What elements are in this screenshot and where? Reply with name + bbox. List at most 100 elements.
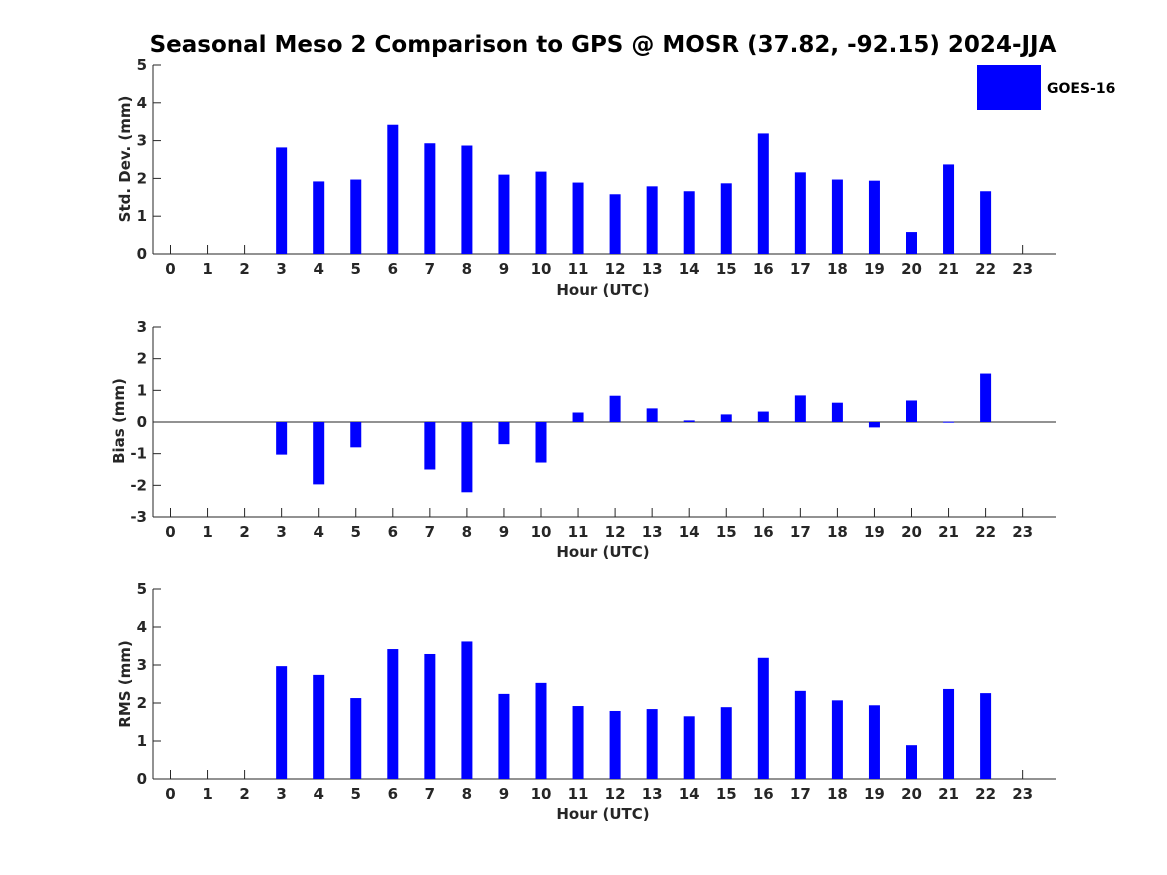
y-tick-label: -2 [130, 476, 147, 494]
x-tick-label: 17 [790, 785, 811, 803]
x-tick-label: 17 [790, 260, 811, 278]
x-tick-label: 23 [1012, 785, 1033, 803]
bar-hour-9 [498, 174, 510, 254]
x-tick-label: 21 [938, 523, 959, 541]
x-tick-label: 13 [642, 260, 663, 278]
bar-hour-13 [646, 709, 658, 779]
bar-hour-8 [461, 641, 473, 779]
legend: GOES-16 [977, 65, 1115, 110]
bar-hour-20 [906, 745, 917, 779]
y-tick-label: 2 [137, 694, 147, 712]
x-tick-label: 21 [938, 785, 959, 803]
x-tick-label: 2 [239, 785, 249, 803]
x-tick-label: 22 [975, 523, 996, 541]
bar-hour-9 [498, 693, 510, 779]
bar-hour-18 [831, 179, 843, 254]
legend-label: GOES-16 [1047, 81, 1115, 97]
y-tick-label: 1 [137, 732, 147, 750]
bar-hour-10 [535, 171, 547, 254]
chart-title: Seasonal Meso 2 Comparison to GPS @ MOSR… [150, 32, 1057, 58]
x-tick-label: 3 [276, 523, 286, 541]
x-tick-label: 2 [239, 260, 249, 278]
bar-hour-17 [794, 395, 806, 422]
bar-hour-7 [424, 422, 436, 470]
x-tick-label: 10 [531, 523, 552, 541]
x-tick-label: 7 [425, 523, 435, 541]
bar-hour-3 [276, 147, 288, 254]
x-tick-label: 21 [938, 260, 959, 278]
bar-hour-19 [868, 705, 880, 779]
bar-hour-21 [943, 688, 955, 779]
x-tick-label: 5 [351, 523, 361, 541]
y-tick-label: 3 [137, 656, 147, 674]
bar-hour-15 [720, 183, 732, 254]
bar-hour-5 [350, 698, 362, 779]
bar-hour-3 [276, 422, 288, 455]
bar-hour-15 [720, 414, 732, 422]
x-tick-label: 15 [716, 523, 737, 541]
x-tick-label: 15 [716, 260, 737, 278]
bar-hour-22 [980, 191, 992, 254]
x-tick-label: 6 [388, 260, 398, 278]
x-tick-label: 20 [901, 785, 922, 803]
x-axis-label: Hour (UTC) [556, 805, 649, 823]
y-tick-label: 1 [137, 207, 147, 225]
x-tick-label: 10 [531, 785, 552, 803]
bar-hour-6 [387, 124, 399, 254]
bar-hour-11 [572, 182, 584, 254]
x-tick-label: 15 [716, 785, 737, 803]
bar-hour-8 [461, 145, 473, 254]
x-tick-label: 1 [202, 260, 212, 278]
x-tick-label: 23 [1012, 523, 1033, 541]
x-tick-label: 14 [679, 785, 700, 803]
bar-hour-10 [535, 682, 547, 779]
bar-hour-22 [980, 373, 992, 422]
x-tick-label: 9 [499, 260, 509, 278]
x-tick-label: 19 [864, 785, 885, 803]
x-tick-label: 4 [313, 523, 323, 541]
bar-hour-13 [646, 186, 658, 254]
x-tick-label: 10 [531, 260, 552, 278]
bar-hour-16 [757, 411, 769, 422]
bar-hour-14 [683, 191, 695, 254]
y-tick-label: 2 [137, 350, 147, 368]
bar-hour-3 [276, 666, 288, 779]
x-tick-label: 18 [827, 523, 848, 541]
bar-hour-17 [794, 690, 806, 779]
x-tick-label: 13 [642, 523, 663, 541]
x-tick-label: 14 [679, 260, 700, 278]
y-tick-label: 0 [137, 770, 147, 788]
x-tick-label: 11 [568, 523, 589, 541]
x-tick-label: 11 [568, 260, 589, 278]
bar-hour-21 [943, 421, 955, 423]
x-tick-label: 20 [901, 523, 922, 541]
x-tick-label: 20 [901, 260, 922, 278]
bar-hour-14 [683, 420, 695, 422]
bar-hour-15 [720, 707, 732, 779]
x-tick-label: 11 [568, 785, 589, 803]
x-tick-label: 19 [864, 523, 885, 541]
x-axis-label: Hour (UTC) [556, 543, 649, 561]
bar-hour-19 [868, 180, 880, 254]
x-tick-label: 7 [425, 260, 435, 278]
bar-hour-18 [831, 700, 843, 779]
x-tick-label: 1 [202, 785, 212, 803]
bar-hour-7 [424, 653, 436, 779]
bar-hour-19 [868, 422, 880, 428]
bar-hour-18 [831, 402, 843, 422]
bar-hour-14 [683, 716, 695, 779]
bar-hour-21 [943, 164, 955, 254]
x-tick-label: 18 [827, 260, 848, 278]
x-tick-label: 8 [462, 260, 472, 278]
y-tick-label: 0 [137, 413, 147, 431]
bar-hour-20 [906, 232, 917, 254]
x-tick-label: 6 [388, 785, 398, 803]
x-tick-label: 22 [975, 260, 996, 278]
bar-hour-5 [350, 179, 362, 254]
x-tick-label: 16 [753, 260, 774, 278]
bar-hour-4 [313, 422, 325, 485]
bar-hour-8 [461, 422, 473, 493]
